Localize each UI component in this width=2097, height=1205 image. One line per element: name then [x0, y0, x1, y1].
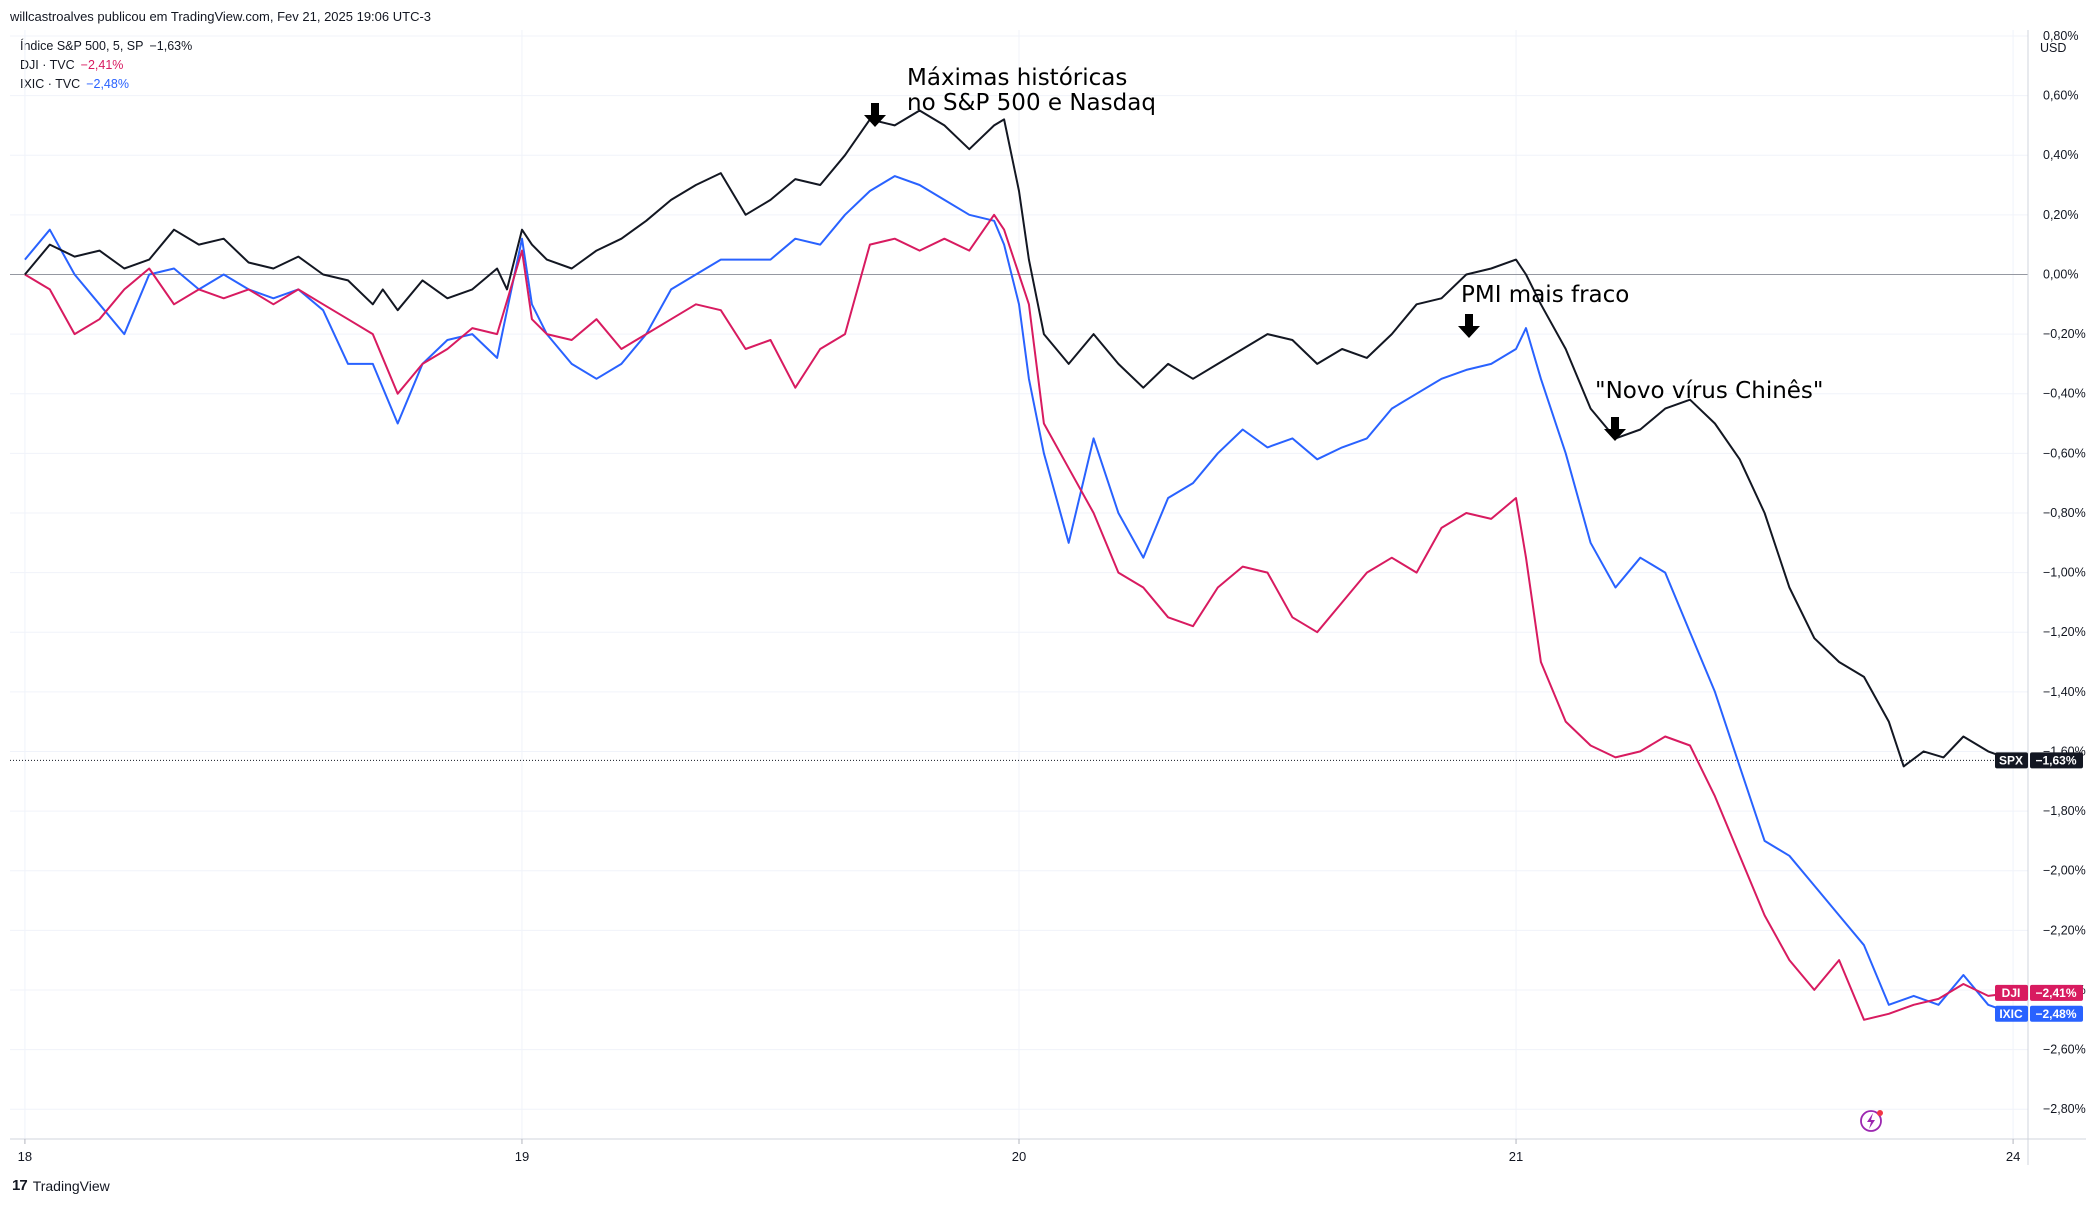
price-tag-value: −2,48%	[2035, 1007, 2076, 1021]
time-axis[interactable]: 18 19 20 21 24	[18, 1139, 2021, 1164]
x-tick-label: 19	[515, 1149, 529, 1164]
x-tick-label: 20	[1012, 1149, 1026, 1164]
price-axis[interactable]: 0,80% 0,60% 0,40% 0,20% 0,00% −0,20% −0,40% −0,…	[2043, 29, 2086, 1116]
y-tick-label: −2,60%	[2043, 1043, 2086, 1057]
price-tag-ixic: IXIC −2,48%	[1995, 1005, 2083, 1022]
annotation-highs: Máximas históricas no S&P 500 e Nasdaq	[864, 65, 1156, 127]
footer-brand-text: TradingView	[32, 1177, 110, 1194]
legend-ixic-label: IXIC · TVC	[20, 77, 81, 91]
down-arrow-icon	[1458, 314, 1480, 338]
y-tick-label: −0,40%	[2043, 387, 2086, 401]
y-tick-label: 0,80%	[2043, 29, 2078, 43]
series-lines	[24, 109, 2014, 1021]
y-tick-label: 0,00%	[2043, 267, 2078, 281]
price-tag-name: SPX	[1999, 753, 2023, 767]
y-tick-label: −0,60%	[2043, 446, 2086, 460]
series-line-ixic[interactable]	[24, 175, 2014, 1015]
y-tick-label: 0,40%	[2043, 148, 2078, 162]
tradingview-logo-icon: 17	[12, 1177, 28, 1194]
annotation-highs-line2: no S&P 500 e Nasdaq	[907, 90, 1156, 116]
y-tick-label: 0,60%	[2043, 89, 2078, 103]
annotation-highs-line1: Máximas históricas	[907, 65, 1127, 91]
annotation-pmi: PMI mais fraco	[1458, 282, 1629, 338]
legend-dji-label: DJI · TVC	[20, 58, 75, 72]
x-tick-label: 24	[2006, 1149, 2020, 1164]
price-tag-value: −2,41%	[2035, 986, 2076, 1000]
y-tick-label: −1,00%	[2043, 566, 2086, 580]
price-tag-dji: DJI −2,41%	[1995, 984, 2083, 1001]
y-tick-label: 0,20%	[2043, 208, 2078, 222]
legend-spx[interactable]: Índice S&P 500, 5, SP −1,63%	[20, 39, 192, 53]
y-tick-label: −1,20%	[2043, 625, 2086, 639]
y-tick-label: −1,40%	[2043, 685, 2086, 699]
legend-spx-label: Índice S&P 500, 5, SP	[20, 39, 144, 53]
y-tick-label: −0,80%	[2043, 506, 2086, 520]
down-arrow-icon	[1604, 417, 1626, 441]
price-tag-name: IXIC	[1999, 1007, 2023, 1021]
price-tag-value: −1,63%	[2035, 753, 2076, 767]
footer-brand[interactable]: 17 TradingView	[12, 1177, 110, 1194]
y-tick-label: −2,00%	[2043, 864, 2086, 878]
x-tick-label: 18	[18, 1149, 32, 1164]
y-tick-label: −1,80%	[2043, 804, 2086, 818]
legend-dji[interactable]: DJI · TVC −2,41%	[20, 58, 123, 72]
y-tick-label: −2,20%	[2043, 923, 2086, 937]
series-line-spx[interactable]	[24, 109, 2014, 768]
annotation-virus-text: "Novo vírus Chinês"	[1595, 378, 1824, 404]
annotation-virus: "Novo vírus Chinês"	[1595, 378, 1824, 441]
legend-ixic-value: −2,48%	[86, 77, 129, 91]
price-tag-spx: SPX −1,63%	[1995, 752, 2083, 769]
x-tick-label: 21	[1509, 1149, 1523, 1164]
y-tick-label: −0,20%	[2043, 327, 2086, 341]
price-tags: SPX −1,63% DJI −2,41% IXIC −2,48%	[1995, 752, 2083, 1022]
publisher-line: willcastroalves publicou em TradingView.…	[10, 9, 432, 24]
currency-label: USD	[2040, 41, 2066, 55]
legend-spx-value: −1,63%	[149, 39, 193, 53]
down-arrow-icon	[864, 103, 886, 127]
series-line-dji[interactable]	[24, 213, 2014, 1021]
price-tag-name: DJI	[2002, 986, 2021, 1000]
y-tick-label: −2,80%	[2043, 1102, 2086, 1116]
grid-lines	[10, 30, 2028, 1139]
legend-dji-value: −2,41%	[80, 58, 124, 72]
lightning-icon[interactable]	[1860, 1110, 1883, 1132]
annotation-pmi-text: PMI mais fraco	[1461, 282, 1629, 308]
legend-ixic[interactable]: IXIC · TVC −2,48%	[20, 77, 129, 91]
